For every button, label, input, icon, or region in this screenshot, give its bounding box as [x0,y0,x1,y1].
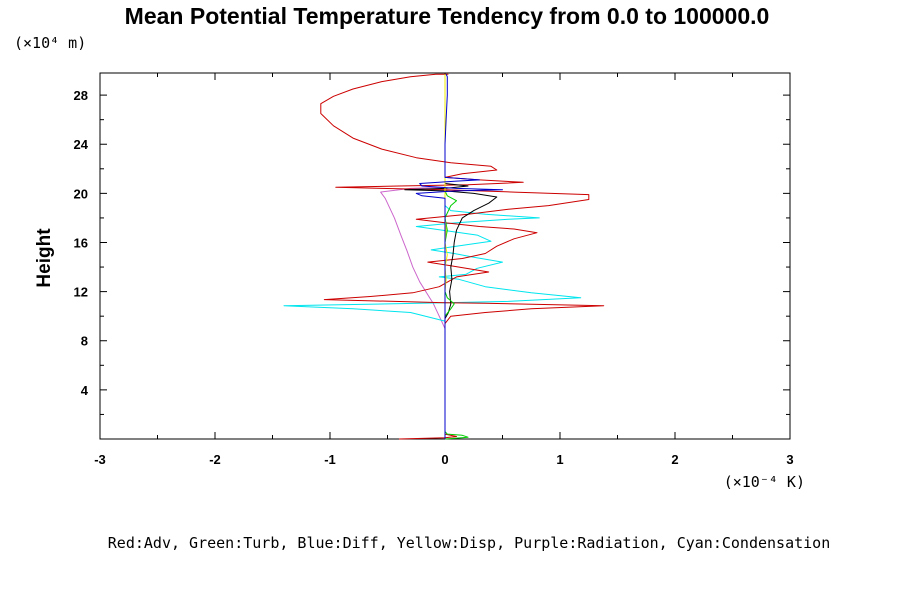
ticks-layer [99,73,791,439]
x-tick-label: 1 [556,452,563,467]
y-tick-label: 16 [74,235,88,250]
chart-title: Mean Potential Temperature Tendency from… [125,3,770,29]
x-tick-label: -3 [94,452,106,467]
x-tick-label: 3 [786,452,793,467]
legend-text: Red:Adv, Green:Turb, Blue:Diff, Yellow:D… [108,534,830,552]
series-line-4 [404,74,498,439]
y-unit-label: (×10⁴ m) [14,34,86,52]
series-line-1 [380,74,446,439]
y-tick-label: 28 [74,88,88,103]
y-tick-label: 12 [74,285,88,300]
series-line-3 [320,73,605,440]
x-unit-label: (×10⁻⁴ K) [724,473,805,491]
x-tick-label: 0 [441,452,448,467]
y-tick-label: 20 [74,186,88,201]
x-tick-label: 2 [671,452,678,467]
series-line-2 [283,74,582,439]
y-axis-label: Height [34,228,55,288]
series-line-5 [444,74,469,440]
series-layer [283,73,605,440]
x-tick-label: -1 [324,452,336,467]
y-tick-label: 4 [81,383,89,398]
x-tick-label: -2 [209,452,221,467]
y-tick-label: 8 [81,334,88,349]
y-tick-label: 24 [74,137,89,152]
series-line-7 [415,73,503,439]
